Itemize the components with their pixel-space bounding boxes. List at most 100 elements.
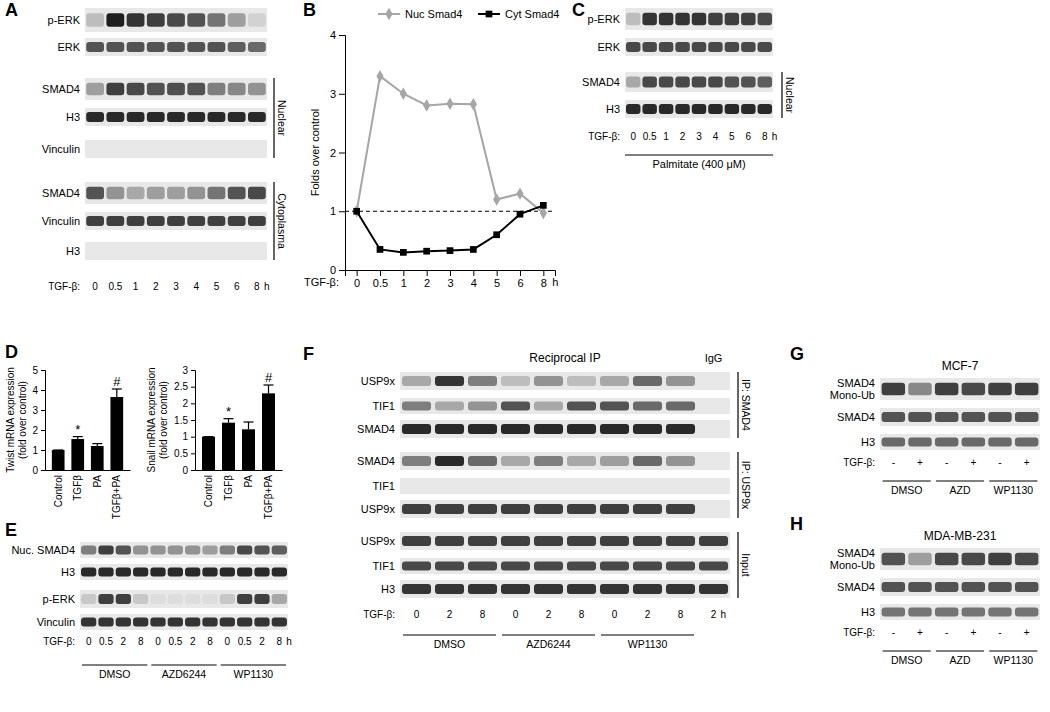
band [185, 594, 200, 604]
band [402, 562, 431, 571]
band [534, 424, 563, 434]
group-line [936, 481, 984, 482]
lane-label: 2 [546, 609, 552, 620]
blot-title: Reciprocal IP [529, 351, 600, 365]
band [758, 13, 772, 25]
lane-label: 8 [762, 131, 768, 142]
fraction-bracket [737, 372, 738, 438]
row-label: SMAD4 [42, 83, 80, 95]
band [248, 112, 266, 122]
band [106, 42, 124, 52]
tick: Control [203, 470, 214, 507]
tick-label: 1.5 [174, 415, 188, 426]
band [725, 104, 739, 114]
band [116, 568, 131, 577]
band [741, 104, 755, 114]
blot-panel: HSMAD4Mono-UbSMAD4H3-+-+-+TGF-β:DMSOAZDW… [790, 514, 1040, 666]
blot-strip [400, 532, 730, 550]
band [248, 83, 266, 95]
band [202, 618, 217, 627]
lane-label: 3 [696, 131, 702, 142]
band [86, 216, 104, 226]
group-line [936, 651, 984, 652]
band [600, 562, 629, 571]
band [741, 76, 755, 87]
fraction-label: Nuclear [784, 77, 796, 114]
band [882, 553, 905, 565]
band [187, 112, 205, 122]
band [86, 42, 104, 52]
fraction-label: Nuclear [276, 100, 288, 137]
blot-strip [880, 578, 1040, 596]
marker [517, 211, 524, 218]
row-label: Vinculin [42, 215, 80, 227]
blot-panel: FUSP9xTIF1SMAD4SMAD4TIF1USP9xUSP9xTIF1H3… [303, 344, 752, 650]
band [908, 412, 931, 422]
annotation: # [113, 374, 121, 389]
lane-label: - [892, 457, 895, 468]
band [1015, 383, 1038, 395]
band [534, 536, 563, 546]
axis-line [41, 371, 46, 471]
error-cap [204, 436, 214, 437]
row-label: H3 [61, 566, 75, 578]
band [501, 424, 530, 434]
tick-label: 3 [447, 277, 453, 289]
lane-label: 2 [190, 636, 196, 647]
error-bar [92, 444, 102, 446]
tick: TGFβ [223, 470, 234, 501]
panel-label: A [5, 0, 18, 20]
tick-label: 5 [494, 277, 500, 289]
axis: 00.51234568 [346, 270, 556, 289]
group-label: DMSO [891, 654, 923, 666]
band [220, 546, 235, 555]
band [435, 536, 464, 546]
blot-strip [880, 604, 1040, 620]
tick-label: 2 [182, 398, 188, 409]
band [468, 424, 497, 434]
error-stem [268, 385, 269, 393]
fraction-bracket [273, 78, 274, 158]
tick-label: 2 [424, 277, 430, 289]
group-label: WP1130 [628, 638, 668, 650]
band [988, 582, 1011, 592]
annotation: * [226, 404, 231, 419]
marker [377, 246, 384, 253]
marker [376, 70, 383, 82]
band [98, 546, 113, 555]
band [127, 83, 145, 95]
marker [470, 246, 477, 253]
marker [493, 231, 500, 238]
band [659, 76, 673, 87]
tick-label: 1 [330, 205, 336, 217]
band [642, 76, 656, 87]
band [908, 582, 931, 592]
tick-mark [339, 270, 345, 271]
band [98, 618, 113, 627]
blot-strip [85, 242, 267, 260]
band [642, 13, 656, 25]
blot-strip [625, 72, 773, 92]
band [272, 568, 287, 577]
tick-label: PA [92, 475, 103, 488]
group-line [601, 635, 694, 636]
band [882, 582, 905, 592]
lane-label: 8 [480, 609, 486, 620]
tick: 5 [32, 365, 45, 376]
lane-unit: h [286, 636, 292, 647]
band [501, 456, 530, 466]
band [908, 383, 931, 395]
band [600, 456, 629, 466]
tick: 3 [447, 270, 453, 289]
band [626, 13, 640, 25]
band [882, 383, 905, 395]
band [272, 546, 287, 555]
band [468, 456, 497, 466]
tick-label: Control [203, 475, 214, 507]
lane-label: + [970, 457, 976, 468]
band [254, 618, 269, 627]
panel-label: F [303, 344, 314, 364]
tick-mark [41, 370, 45, 371]
band [692, 13, 706, 25]
tick-label: 3 [32, 405, 38, 416]
